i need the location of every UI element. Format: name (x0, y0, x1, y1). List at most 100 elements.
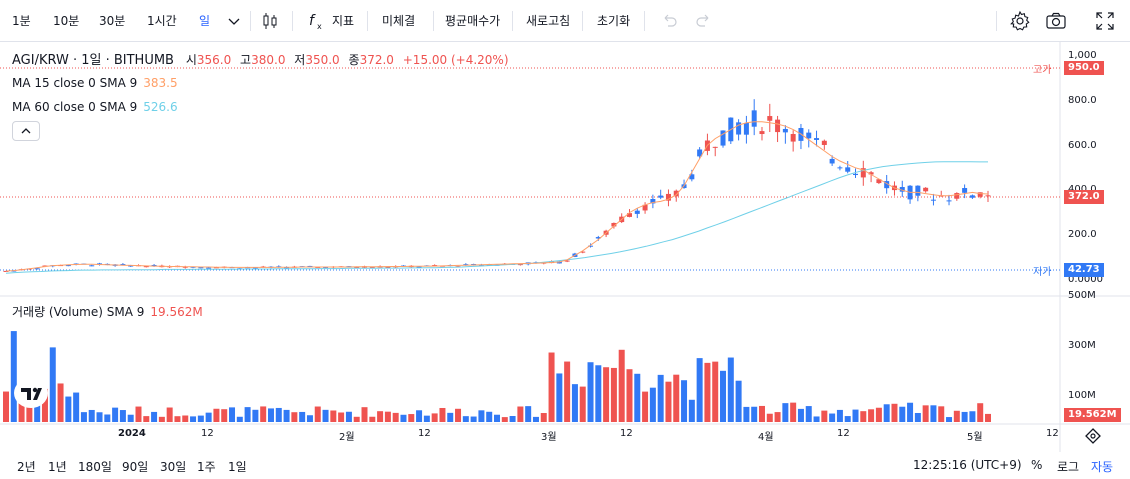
candle-body (962, 188, 968, 193)
candle-body (720, 130, 726, 146)
candle-body (899, 187, 905, 192)
close-key: 종 (348, 53, 360, 67)
interval-1h-button[interactable]: 1시간 (147, 14, 177, 28)
refresh-button[interactable]: 새로고침 (526, 14, 571, 28)
volume-bar (478, 410, 485, 422)
range-1d-button[interactable]: 1일 (228, 460, 247, 474)
volume-bar (361, 407, 368, 422)
high-price-tag: 950.0 (1064, 61, 1104, 75)
candle-body (689, 174, 695, 180)
range-1w-button[interactable]: 1주 (197, 460, 216, 474)
candle-body (595, 237, 601, 239)
price-tick: 0.0000 (1068, 274, 1103, 285)
tradingview-logo[interactable] (14, 378, 48, 408)
undo-icon[interactable] (657, 9, 681, 33)
high-value: 380.0 (251, 53, 286, 67)
symbol-label[interactable]: AGI/KRW · 1일 · BITHUMB (12, 53, 174, 68)
volume-bar (891, 403, 898, 422)
volume-bar (291, 412, 298, 422)
reset-button[interactable]: 초기화 (597, 14, 631, 28)
auto-scale-toggle[interactable]: 자동 (1091, 460, 1114, 474)
time-tick: 2024 (118, 428, 146, 439)
candlestick-icon[interactable] (258, 9, 282, 33)
interval-10m-button[interactable]: 10분 (53, 14, 80, 28)
open-orders-button[interactable]: 미체결 (382, 14, 416, 28)
scroll-to-realtime-icon[interactable] (1081, 424, 1103, 446)
range-2y-button[interactable]: 2년 (17, 460, 36, 474)
camera-icon[interactable] (1044, 9, 1068, 33)
candle-body (751, 110, 757, 127)
range-180d-button[interactable]: 180일 (78, 460, 112, 474)
volume-bar (10, 331, 17, 422)
volume-bar (587, 362, 594, 422)
volume-bar (190, 416, 197, 422)
log-scale-toggle[interactable]: 로그 (1057, 460, 1080, 474)
volume-bar (408, 414, 415, 422)
low-value: 350.0 (305, 53, 340, 67)
range-90d-button[interactable]: 90일 (122, 460, 149, 474)
interval-30m-button[interactable]: 30분 (99, 14, 126, 28)
collapse-legend-button[interactable] (12, 121, 40, 141)
volume-bar (758, 405, 765, 422)
range-30d-button[interactable]: 30일 (160, 460, 187, 474)
candle-body (782, 128, 788, 133)
candle-body (143, 266, 149, 268)
volume-bar (400, 414, 407, 422)
price-tick: 200.0 (1068, 229, 1097, 240)
percent-scale-toggle[interactable]: % (1031, 458, 1043, 472)
interval-1m-button[interactable]: 1분 (12, 14, 31, 28)
candle-body (821, 140, 827, 145)
time-tick: 12 (418, 428, 431, 439)
volume-bar (127, 414, 134, 422)
candle-body (790, 134, 796, 142)
redo-icon[interactable] (692, 9, 716, 33)
chevron-down-icon[interactable] (222, 9, 246, 33)
toolbar-divider (644, 11, 645, 31)
volume-legend[interactable]: 거래량 (Volume) SMA 9 19.562M (12, 304, 203, 320)
volume-bar (953, 410, 960, 422)
candle-body (969, 195, 975, 198)
volume-bar (922, 405, 929, 422)
ma15-label: MA 15 close 0 SMA 9 (12, 76, 138, 90)
volume-bar (377, 411, 384, 422)
volume-bar (182, 415, 189, 422)
candle-body (697, 149, 703, 157)
volume-bar (821, 410, 828, 422)
indicators-button[interactable]: 지표 (332, 14, 355, 28)
candle-body (806, 132, 812, 139)
volume-bar (907, 402, 914, 422)
volume-bar (3, 391, 9, 422)
range-1y-button[interactable]: 1년 (48, 460, 67, 474)
volume-bar (416, 410, 423, 422)
volume-bar (805, 406, 812, 422)
ma60-value: 526.6 (143, 100, 178, 114)
candle-body (284, 267, 290, 269)
volume-bar (751, 406, 758, 422)
volume-bar (423, 415, 430, 422)
time-tick: 12 (1046, 428, 1059, 439)
gear-icon[interactable] (1008, 9, 1032, 33)
candle-body (775, 119, 781, 133)
volume-value: 19.562M (150, 305, 203, 319)
clock-timezone[interactable]: 12:25:16 (UTC+9) (913, 458, 1022, 472)
candle-body (915, 185, 921, 196)
candle-body (954, 193, 960, 199)
avg-price-button[interactable]: 평균매수가 (445, 14, 501, 28)
candle-body (588, 245, 594, 247)
volume-bar (540, 413, 547, 422)
volume-bar (556, 373, 563, 422)
volume-bar (579, 386, 586, 422)
fullscreen-icon[interactable] (1093, 9, 1117, 33)
volume-bar (782, 403, 789, 422)
volume-bar (930, 405, 937, 422)
high-label: 고가 (1033, 65, 1052, 76)
candle-body (845, 167, 851, 172)
ma15-legend[interactable]: MA 15 close 0 SMA 9 383.5 (12, 75, 178, 91)
volume-tick: 300M (1068, 340, 1096, 351)
ma60-legend[interactable]: MA 60 close 0 SMA 9 526.6 (12, 99, 178, 115)
interval-1d-button[interactable]: 일 (199, 14, 211, 28)
volume-bar (509, 416, 516, 422)
ma60-line (5, 161, 988, 274)
volume-bar (501, 417, 508, 422)
